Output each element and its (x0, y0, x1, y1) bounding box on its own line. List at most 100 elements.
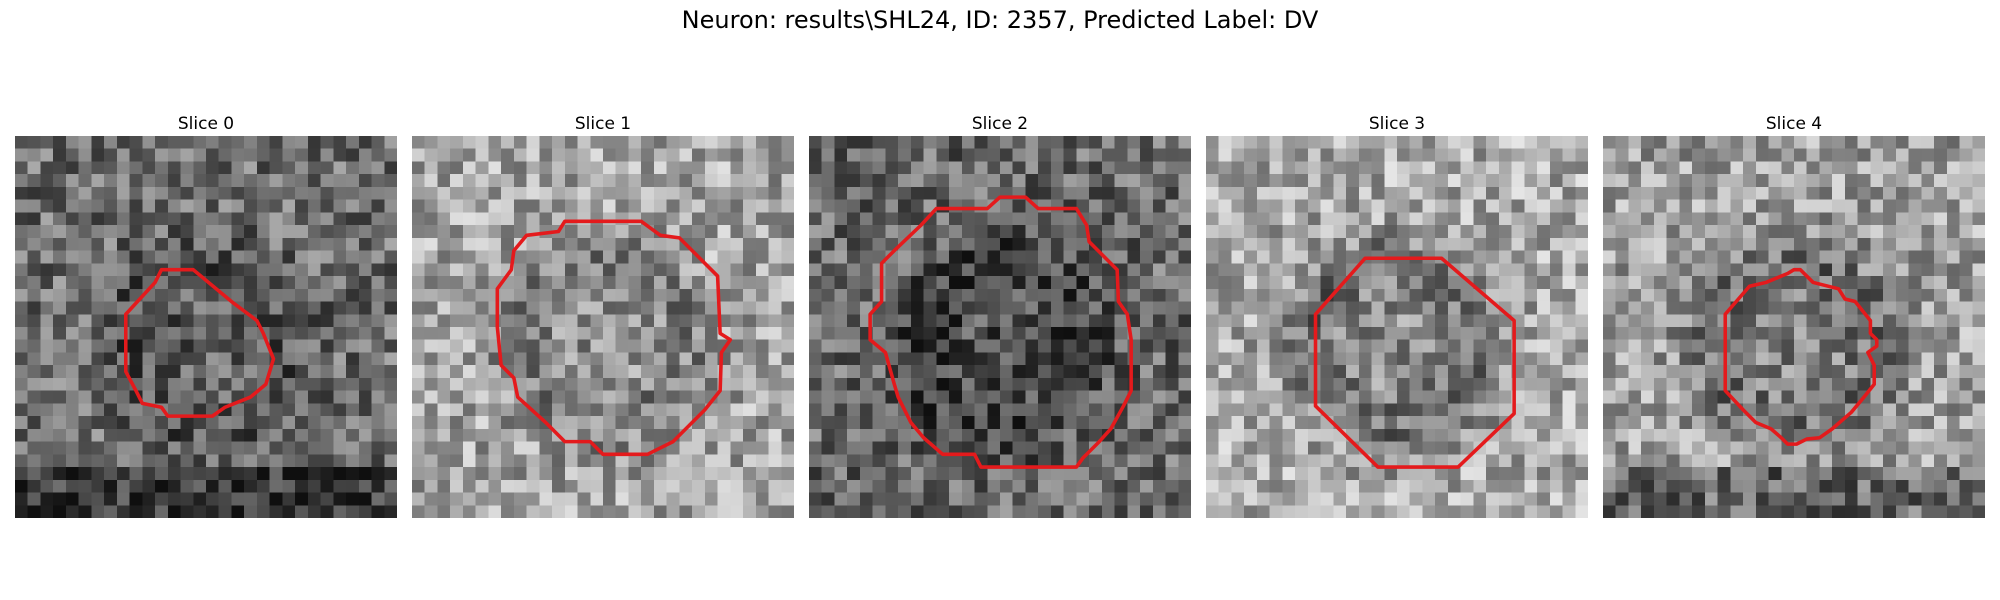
pixel (1295, 416, 1309, 430)
pixel (1603, 136, 1616, 149)
pixel (1575, 454, 1588, 468)
pixel (526, 301, 540, 315)
pixel (513, 186, 527, 200)
pixel (450, 339, 464, 353)
pixel (333, 492, 347, 506)
pixel (885, 479, 899, 493)
pixel (1460, 136, 1474, 149)
pixel (539, 365, 553, 379)
pixel (949, 174, 963, 188)
pixel (1063, 467, 1077, 481)
pixel (1537, 428, 1551, 442)
pixel (424, 161, 438, 175)
pixel (1615, 276, 1629, 290)
pixel (1628, 454, 1642, 468)
pixel (437, 212, 451, 226)
pixel (743, 314, 757, 328)
pixel (116, 327, 130, 340)
pixel (590, 263, 604, 277)
pixel (155, 314, 169, 328)
pixel (1819, 403, 1833, 417)
pixel (1114, 250, 1128, 264)
pixel (231, 492, 245, 506)
pixel (320, 441, 334, 455)
pixel (424, 148, 438, 162)
pixel (1819, 416, 1833, 430)
pixel (653, 186, 667, 200)
slice-panel: Slice 0 (15, 112, 397, 518)
pixel (295, 441, 309, 455)
pixel (834, 314, 848, 328)
pixel (1524, 428, 1538, 442)
pixel (1012, 390, 1026, 404)
pixel (53, 314, 67, 328)
pixel (15, 390, 28, 404)
pixel (1473, 365, 1487, 379)
pixel (91, 339, 105, 353)
pixel (1511, 301, 1525, 315)
pixel (755, 276, 769, 290)
pixel (692, 225, 706, 239)
pixel (1063, 479, 1077, 493)
pixel (1063, 441, 1077, 455)
pixel (1358, 365, 1372, 379)
pixel (1615, 505, 1629, 518)
pixel (1603, 403, 1616, 417)
slice-panel: Slice 4 (1603, 112, 1985, 518)
pixel (1114, 327, 1128, 340)
pixel (743, 148, 757, 162)
pixel (450, 454, 464, 468)
pixel (437, 365, 451, 379)
pixel (1819, 212, 1833, 226)
pixel (679, 390, 693, 404)
pixel (412, 288, 425, 302)
pixel (78, 225, 92, 239)
pixel (104, 441, 118, 455)
pixel (437, 225, 451, 239)
pixel (1743, 428, 1757, 442)
pixel (91, 199, 105, 213)
pixel (142, 416, 156, 430)
pixel (1704, 327, 1718, 340)
pixel (1498, 467, 1512, 481)
pixel (615, 505, 629, 518)
pixel (590, 301, 604, 315)
pixel (1704, 288, 1718, 302)
pixel (1498, 365, 1512, 379)
pixel (755, 237, 769, 251)
pixel (704, 454, 718, 468)
pixel (1447, 212, 1461, 226)
pixel (1025, 263, 1039, 277)
pixel (1511, 237, 1525, 251)
pixel (1409, 161, 1423, 175)
pixel (949, 199, 963, 213)
pixel (961, 314, 975, 328)
pixel (1498, 492, 1512, 506)
pixel (371, 136, 385, 149)
pixel (91, 352, 105, 366)
pixel (949, 339, 963, 353)
pixel (1946, 250, 1960, 264)
pixel (1140, 441, 1154, 455)
pixel (1256, 467, 1270, 481)
pixel (462, 505, 476, 518)
pixel (1832, 441, 1846, 455)
pixel (1206, 492, 1219, 506)
pixel (1038, 288, 1052, 302)
pixel (295, 403, 309, 417)
pixel (974, 186, 988, 200)
pixel (1152, 339, 1166, 353)
pixel (1666, 479, 1680, 493)
pixel (1231, 174, 1245, 188)
pixel (193, 467, 207, 481)
pixel (1127, 174, 1141, 188)
pixel (412, 186, 425, 200)
pixel (1844, 174, 1858, 188)
pixel (1832, 237, 1846, 251)
pixel (1653, 352, 1667, 366)
pixel (1806, 212, 1820, 226)
pixel (552, 467, 566, 481)
pixel (1152, 288, 1166, 302)
pixel (450, 416, 464, 430)
pixel (1152, 377, 1166, 391)
